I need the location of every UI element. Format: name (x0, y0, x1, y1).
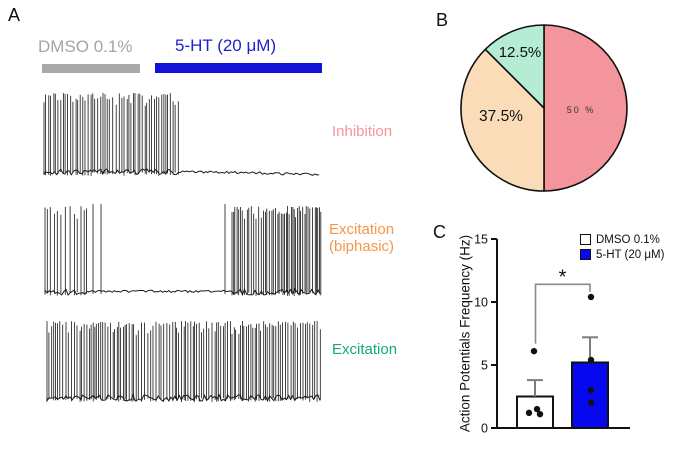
data-point (525, 409, 533, 417)
bar-chart: 0 5 10 15 * (474, 233, 630, 436)
response-label-biphasic: Excitation (biphasic) (329, 221, 394, 255)
significance-bracket (534, 283, 591, 344)
bar-5ht (571, 361, 609, 429)
pie-slice-inhibition (543, 24, 628, 192)
dmso-duration-bar (42, 64, 140, 73)
significance-asterisk: * (559, 266, 567, 288)
condition-5ht-label: 5-HT (20 μM) (175, 36, 277, 55)
response-label-excitation: Excitation (332, 341, 398, 358)
5ht-duration-bar (155, 63, 322, 73)
response-label-biphasic-line1: Excitation (329, 221, 395, 238)
panel-b-label: B (436, 10, 449, 30)
bar-dmso (516, 395, 554, 429)
pie-slice-excitation (484, 24, 545, 109)
y-tick-label: 5 (481, 359, 488, 373)
pie-label-inhibition: 50 % (566, 105, 596, 115)
y-tick-label: 0 (481, 422, 488, 436)
response-label-biphasic-line2: (biphasic) (329, 238, 395, 255)
pie-label-excitation: 12.5% (498, 44, 542, 61)
y-tick-label: 10 (474, 296, 488, 310)
condition-dmso-label: DMSO 0.1% (38, 37, 133, 56)
pie-slice-excitation-biphasic (460, 48, 545, 192)
data-point (536, 410, 544, 418)
legend-swatch-dmso (580, 234, 591, 245)
biphasic-trace (44, 204, 322, 296)
data-point (587, 387, 595, 394)
data-point (530, 347, 538, 355)
panel-a-label: A (8, 5, 21, 25)
excitation-trace (46, 321, 321, 402)
chart-legend: DMSO 0.1% 5-HT (20 μM) (580, 233, 664, 263)
inhibition-trace (43, 93, 179, 176)
legend-swatch-5ht (580, 249, 591, 260)
legend-label-dmso: DMSO 0.1% (596, 233, 660, 246)
legend-row-5ht: 5-HT (20 μM) (580, 248, 664, 261)
data-point (587, 356, 595, 364)
data-point (533, 405, 541, 413)
response-label-inhibition: Inhibition (332, 123, 393, 140)
panel-c-label: C (433, 222, 446, 242)
pie-label-biphasic: 37.5% (479, 108, 523, 125)
data-point (587, 293, 595, 301)
y-tick-label: 15 (474, 233, 488, 247)
data-point (587, 399, 595, 406)
pie-chart (460, 24, 628, 192)
legend-label-5ht: 5-HT (20 μM) (596, 248, 665, 261)
excitation-trace-baseline (46, 393, 321, 403)
biphasic-trace-baseline (44, 287, 321, 297)
legend-row-dmso: DMSO 0.1% (580, 233, 664, 246)
